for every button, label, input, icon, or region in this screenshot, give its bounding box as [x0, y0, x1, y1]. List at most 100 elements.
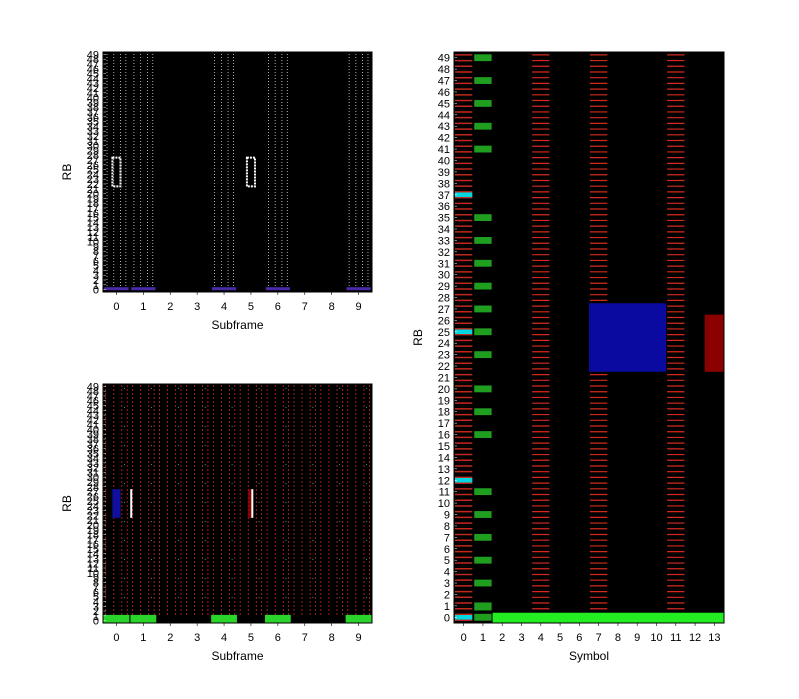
- x-tick-label: 1: [140, 632, 146, 644]
- y-tick-label: 28: [438, 293, 450, 305]
- green-marker: [474, 214, 492, 222]
- y-tick-label: 17: [87, 203, 99, 215]
- y-tick-label: 5: [93, 592, 99, 604]
- y-tick-label: 35: [87, 117, 99, 129]
- y-tick-label: 11: [439, 487, 450, 499]
- green-marker: [474, 259, 492, 267]
- y-tick-label: 22: [87, 179, 99, 191]
- y-tick-label: 46: [438, 87, 450, 99]
- y-tick-label: 30: [87, 141, 99, 153]
- y-tick-label: 15: [87, 544, 99, 556]
- y-tick-label: 24: [438, 338, 450, 350]
- plot-background: [103, 384, 372, 623]
- y-tick-label: 1: [444, 601, 450, 613]
- x-tick-label: 13: [708, 632, 720, 644]
- green-marker: [474, 408, 492, 416]
- x-tick-label: 0: [113, 632, 119, 644]
- y-tick-label: 21: [438, 372, 450, 384]
- y-tick-label: 19: [87, 193, 99, 205]
- plot-frame: [453, 51, 725, 624]
- x-axis-label: Subframe: [211, 318, 263, 332]
- y-tick-label: 27: [87, 155, 99, 167]
- y-tick-label: 13: [87, 553, 99, 565]
- y-tick-label: 2: [93, 606, 99, 618]
- y-tick-label: 32: [438, 247, 450, 259]
- y-tick-label: 13: [87, 222, 99, 234]
- y-tick-label: 40: [87, 424, 99, 436]
- x-tick-label: 6: [576, 632, 582, 644]
- x-tick-label: 9: [634, 632, 640, 644]
- x-tick-label: 2: [167, 301, 173, 313]
- y-tick-label: 0: [93, 285, 99, 297]
- control-marker: [104, 287, 129, 291]
- cyan-marker: [454, 615, 473, 620]
- y-tick-label: 43: [87, 78, 99, 90]
- y-tick-label: 25: [438, 327, 450, 339]
- y-tick-label: 40: [438, 155, 450, 167]
- y-tick-label: 2: [444, 589, 450, 601]
- green-marker: [474, 328, 492, 336]
- y-tick-label: 7: [444, 532, 450, 544]
- y-tick-label: 21: [87, 184, 99, 196]
- y-tick-label: 19: [87, 525, 99, 537]
- green-marker: [474, 282, 492, 290]
- y-tick-label: 44: [438, 110, 450, 122]
- y-tick-label: 8: [93, 246, 99, 258]
- y-tick-label: 6: [93, 587, 99, 599]
- y-tick-label: 12: [87, 558, 99, 570]
- y-tick-label: 4: [93, 596, 99, 608]
- green-marker: [474, 533, 492, 541]
- y-tick-label: 34: [87, 453, 99, 465]
- y-tick-label: 28: [87, 150, 99, 162]
- x-tick-label: 11: [670, 632, 681, 644]
- x-tick-label: 4: [538, 632, 544, 644]
- x-tick-label: 4: [221, 301, 227, 313]
- x-tick-label: 1: [140, 301, 146, 313]
- pdsch-block: [589, 303, 667, 372]
- y-tick-label: 22: [438, 361, 450, 373]
- control-region: [130, 614, 157, 623]
- x-tick-label: 5: [248, 632, 254, 644]
- cyan-marker: [454, 477, 473, 483]
- y-tick-label: 45: [87, 401, 99, 413]
- y-tick-label: 35: [438, 213, 450, 225]
- y-tick-label: 7: [93, 251, 99, 263]
- y-tick-label: 46: [87, 64, 99, 76]
- bottom-left-plot: 0123456789101112131415161718192021222324…: [60, 381, 373, 663]
- green-marker: [474, 77, 492, 84]
- y-tick-label: 42: [438, 133, 450, 145]
- y-tick-label: 34: [438, 224, 450, 236]
- x-tick-label: 2: [499, 632, 505, 644]
- y-tick-label: 15: [87, 213, 99, 225]
- green-marker: [474, 122, 492, 130]
- green-marker: [474, 579, 492, 587]
- y-tick-label: 43: [87, 410, 99, 422]
- y-axis-label: RB: [411, 329, 425, 346]
- x-tick-label: 10: [650, 632, 662, 644]
- y-tick-label: 9: [93, 241, 99, 253]
- y-tick-label: 42: [87, 83, 99, 95]
- allocation-block: [245, 156, 256, 188]
- y-tick-label: 37: [87, 107, 99, 119]
- y-tick-label: 16: [87, 208, 99, 220]
- green-marker: [474, 54, 492, 62]
- green-marker: [474, 351, 492, 359]
- y-tick-label: 28: [87, 482, 99, 494]
- plot-frame: [102, 51, 373, 293]
- y-tick-label: 26: [87, 160, 99, 172]
- x-tick-label: 6: [275, 632, 281, 644]
- y-axis-label: RB: [60, 495, 74, 512]
- y-tick-label: 42: [87, 415, 99, 427]
- y-tick-label: 40: [87, 93, 99, 105]
- y-tick-label: 19: [438, 395, 450, 407]
- x-tick-label: 5: [557, 632, 563, 644]
- y-tick-label: 48: [438, 64, 450, 76]
- x-tick-label: 8: [329, 301, 335, 313]
- y-tick-label: 25: [87, 496, 99, 508]
- y-tick-label: 38: [438, 178, 450, 190]
- allocation-block: [111, 156, 122, 188]
- y-tick-label: 29: [87, 145, 99, 157]
- plot-frame: [102, 383, 373, 624]
- x-tick-label: 0: [461, 632, 467, 644]
- y-tick-label: 44: [87, 73, 99, 85]
